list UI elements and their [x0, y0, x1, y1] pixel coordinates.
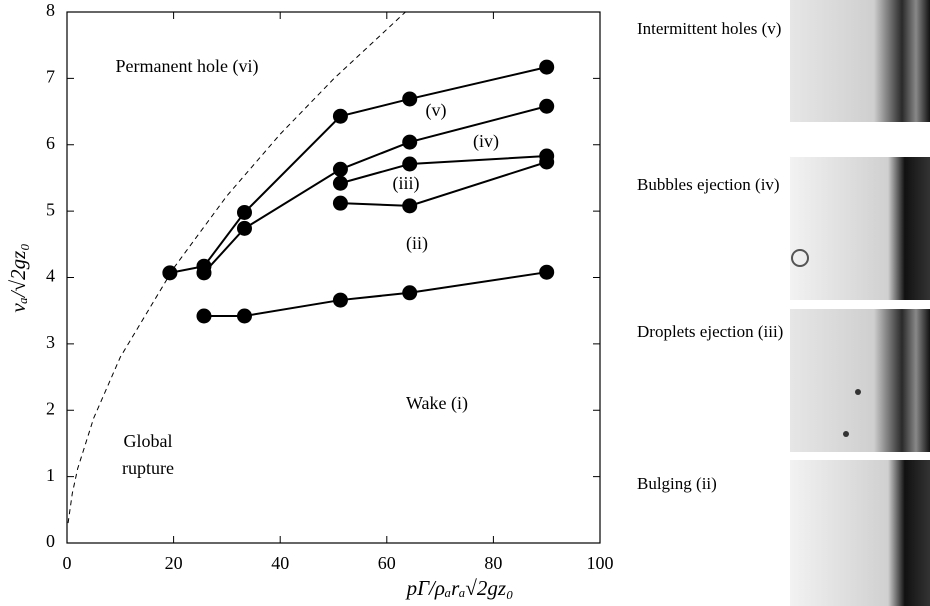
photo — [790, 157, 930, 300]
droplet — [855, 389, 861, 395]
droplet — [843, 431, 849, 437]
region-label: rupture — [122, 458, 174, 478]
marker — [196, 308, 212, 324]
series-line — [169, 66, 547, 274]
marker — [332, 108, 348, 124]
series-line — [340, 161, 548, 207]
photo — [790, 309, 930, 452]
y-tick-label: 2 — [46, 398, 55, 418]
photo — [790, 460, 930, 606]
panel-label: Intermittent holes (v) — [637, 19, 781, 38]
marker — [236, 204, 252, 220]
marker — [539, 264, 555, 280]
y-tick-label: 8 — [46, 0, 55, 20]
series-line — [340, 155, 547, 185]
y-tick-label: 4 — [46, 266, 55, 286]
marker — [332, 292, 348, 308]
panel-label: Bubbles ejection (iv) — [637, 175, 780, 194]
x-tick-label: 60 — [378, 553, 396, 573]
photo — [790, 0, 930, 122]
x-tick-label: 0 — [63, 553, 72, 573]
marker — [332, 161, 348, 177]
bubble — [791, 249, 809, 267]
panel-label: Droplets ejection (iii) — [637, 322, 783, 341]
y-tick-label: 3 — [46, 332, 55, 352]
marker — [162, 265, 178, 281]
marker — [196, 265, 212, 281]
series-line — [203, 271, 547, 317]
x-axis-label: pΓ/ρₐrₐ√2gz₀ — [405, 576, 514, 600]
x-tick-label: 40 — [271, 553, 289, 573]
marker — [236, 220, 252, 236]
y-axis-label: vₐ/√2gz₀ — [6, 243, 30, 312]
marker — [539, 59, 555, 75]
photo-panels — [790, 0, 930, 606]
region-label: (iv) — [473, 131, 499, 152]
x-tick-label: 20 — [165, 553, 183, 573]
marker — [402, 198, 418, 214]
marker — [402, 285, 418, 301]
boundary-curve — [67, 11, 406, 524]
marker — [539, 154, 555, 170]
region-label: (v) — [426, 100, 447, 121]
y-tick-label: 6 — [46, 133, 55, 153]
marker — [402, 156, 418, 172]
marker — [402, 134, 418, 150]
marker — [236, 308, 252, 324]
region-label: Permanent hole (vi) — [116, 56, 259, 77]
region-label: (iii) — [393, 173, 420, 194]
y-tick-label: 1 — [46, 465, 55, 485]
y-tick-label: 5 — [46, 199, 55, 219]
x-tick-label: 100 — [587, 553, 614, 573]
marker — [402, 91, 418, 107]
panel-label: Bulging (ii) — [637, 474, 717, 493]
marker — [332, 175, 348, 191]
marker — [332, 195, 348, 211]
x-tick-label: 80 — [484, 553, 502, 573]
region-label: (ii) — [406, 233, 428, 254]
region-label: Global — [124, 431, 173, 451]
marker — [539, 98, 555, 114]
y-tick-label: 7 — [46, 67, 55, 87]
region-label: Wake (i) — [406, 393, 468, 414]
y-tick-label: 0 — [46, 531, 55, 551]
